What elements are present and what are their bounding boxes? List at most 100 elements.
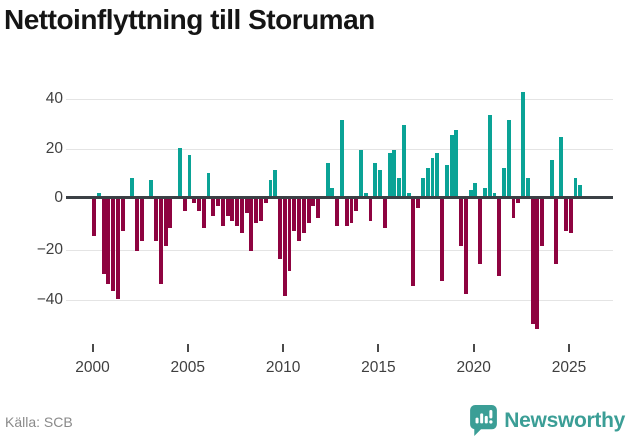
- bar-2005-Q2: [192, 198, 197, 204]
- bar-2024-Q2: [554, 198, 559, 264]
- bar-2009-Q4: [278, 198, 282, 259]
- bar-2013-Q1: [340, 119, 344, 198]
- x-axis-label: 2010: [265, 359, 301, 376]
- bar-2001-Q1: [111, 198, 116, 292]
- bar-2002-Q1: [130, 177, 135, 198]
- bar-2008-Q1: [244, 198, 249, 214]
- bar-2009-Q1: [263, 198, 268, 204]
- bar-2018-Q2: [440, 198, 444, 282]
- x-axis-tick: [91, 344, 94, 352]
- bar-2007-Q3: [235, 198, 240, 226]
- bar-2001-Q2: [116, 198, 120, 299]
- bar-2016-Q4: [411, 198, 416, 287]
- bar-2024-Q1: [549, 160, 554, 198]
- bar-2007-Q4: [239, 198, 244, 234]
- bar-2022-Q2: [516, 198, 521, 204]
- bar-2011-Q1: [301, 198, 306, 234]
- bar-2005-Q3: [197, 198, 201, 211]
- bar-2023-Q3: [540, 198, 545, 246]
- bar-2002-Q2: [135, 198, 139, 251]
- bar-2022-Q3: [521, 92, 525, 198]
- x-axis-tick: [568, 344, 570, 352]
- bar-2015-Q2: [382, 198, 387, 229]
- bar-2024-Q4: [563, 198, 568, 231]
- bar-2009-Q2: [268, 180, 273, 198]
- bar-2003-Q2: [154, 198, 159, 241]
- bar-2004-Q1: [168, 198, 173, 229]
- bar-2018-Q3: [444, 165, 449, 198]
- y-axis-label: 0: [54, 188, 63, 206]
- bar-2005-Q1: [187, 155, 192, 198]
- newsworthy-logo: Newsworthy: [470, 405, 625, 436]
- bar-2011-Q2: [306, 198, 311, 224]
- gridline: [66, 299, 613, 302]
- bar-2008-Q2: [249, 198, 254, 251]
- x-axis-label: 2000: [75, 359, 110, 376]
- bar-2014-Q1: [359, 150, 363, 198]
- bar-2012-Q2: [325, 162, 330, 198]
- bar-2021-Q1: [492, 192, 497, 198]
- bar-2025-Q3: [578, 185, 583, 198]
- bar-2020-Q4: [487, 114, 492, 198]
- zero-baseline: [66, 196, 613, 199]
- bar-2006-Q4: [220, 198, 225, 226]
- bar-2015-Q3: [387, 152, 392, 198]
- bar-2022-Q1: [511, 198, 516, 219]
- bar-2018-Q1: [435, 152, 440, 198]
- x-axis-label: 2015: [361, 359, 396, 376]
- bar-2009-Q3: [273, 170, 278, 198]
- bar-2019-Q2: [459, 198, 464, 246]
- bar-2013-Q3: [349, 198, 354, 224]
- bar-2014-Q3: [368, 198, 373, 221]
- bar-2016-Q3: [406, 192, 411, 198]
- bar-2017-Q4: [430, 157, 435, 198]
- bar-2020-Q2: [478, 198, 483, 264]
- x-axis-label: 2005: [170, 359, 206, 376]
- bar-2008-Q3: [254, 198, 259, 224]
- bar-2015-Q1: [378, 170, 383, 198]
- bar-2002-Q3: [139, 198, 144, 241]
- bar-2011-Q4: [316, 198, 321, 219]
- gridline: [66, 148, 613, 151]
- bar-2017-Q1: [416, 198, 421, 209]
- x-axis-tick: [472, 344, 475, 352]
- bar-2004-Q4: [182, 198, 187, 211]
- y-axis-label: −20: [36, 240, 63, 258]
- x-axis-label: 2020: [456, 359, 491, 376]
- bar-2010-Q1: [282, 198, 287, 297]
- bar-2015-Q4: [392, 150, 397, 198]
- bar-2000-Q4: [106, 198, 111, 284]
- bar-2003-Q1: [149, 180, 154, 198]
- bar-2010-Q2: [287, 198, 292, 272]
- bar-2018-Q4: [449, 134, 454, 198]
- bar-2023-Q1: [530, 198, 535, 324]
- bar-2021-Q3: [502, 167, 506, 198]
- x-axis-label: 2025: [551, 359, 587, 376]
- bar-2014-Q4: [373, 162, 378, 198]
- bar-2001-Q3: [120, 198, 125, 231]
- bar-2004-Q3: [177, 147, 182, 198]
- bar-2020-Q3: [482, 187, 487, 198]
- x-axis-tick: [282, 344, 285, 352]
- bar-2021-Q2: [497, 198, 502, 277]
- y-axis-label: −40: [36, 290, 63, 308]
- y-axis-label: 20: [45, 139, 63, 157]
- bar-2000-Q1: [92, 198, 97, 236]
- bar-2000-Q2: [96, 192, 101, 198]
- bar-2013-Q4: [354, 198, 359, 211]
- source-note: Källa: SCB: [5, 414, 73, 430]
- bar-2023-Q2: [535, 198, 540, 329]
- bar-2014-Q2: [363, 192, 368, 198]
- bar-2021-Q4: [506, 119, 511, 198]
- gridline: [66, 98, 613, 101]
- bar-2025-Q2: [573, 177, 578, 198]
- gridline: [66, 249, 613, 252]
- bar-2005-Q4: [201, 198, 206, 229]
- bar-2016-Q2: [401, 124, 406, 198]
- y-axis-label: 40: [45, 89, 63, 107]
- bar-2003-Q4: [163, 198, 168, 246]
- bar-2022-Q4: [525, 177, 530, 198]
- bar-2006-Q2: [211, 198, 216, 216]
- x-axis-tick: [186, 344, 189, 352]
- newsworthy-badge-icon: [470, 405, 498, 436]
